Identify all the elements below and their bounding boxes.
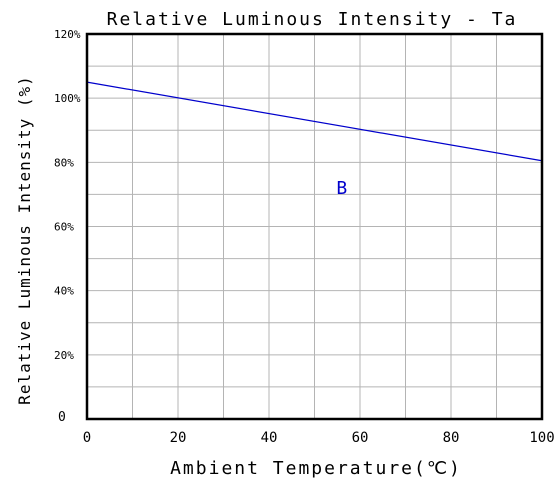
chart-title: Relative Luminous Intensity - Ta xyxy=(107,9,518,30)
y-tick-label: 80% xyxy=(54,156,74,169)
x-tick-label: 40 xyxy=(261,430,278,446)
y-tick-label: 20% xyxy=(54,349,74,362)
annotations: B xyxy=(336,178,347,199)
grid xyxy=(87,34,542,419)
plot-frame xyxy=(85,32,544,421)
plot-area: B xyxy=(85,32,544,421)
series-line-B xyxy=(86,81,543,162)
y-tick-label: 0 xyxy=(58,410,66,425)
y-axis-label: Relative Luminous Intensity (%) xyxy=(15,75,34,405)
y-tick-label: 120% xyxy=(54,28,81,41)
x-axis-label: Ambient Temperature(℃) xyxy=(170,458,462,479)
y-tick-labels: 0 20% 40% 60% 80% 100% 120% xyxy=(54,28,81,425)
x-tick-label: 80 xyxy=(443,430,460,446)
series-group xyxy=(86,81,543,162)
y-tick-label: 40% xyxy=(54,285,74,298)
x-tick-labels: 0 20 40 60 80 100 xyxy=(83,430,554,446)
x-tick-label: 20 xyxy=(170,430,187,446)
x-tick-label: 100 xyxy=(529,430,554,446)
y-tick-label: 60% xyxy=(54,221,74,234)
y-tick-label: 100% xyxy=(54,92,81,105)
x-tick-label: 0 xyxy=(83,430,91,446)
x-tick-label: 60 xyxy=(352,430,369,446)
series-label: B xyxy=(336,178,347,199)
